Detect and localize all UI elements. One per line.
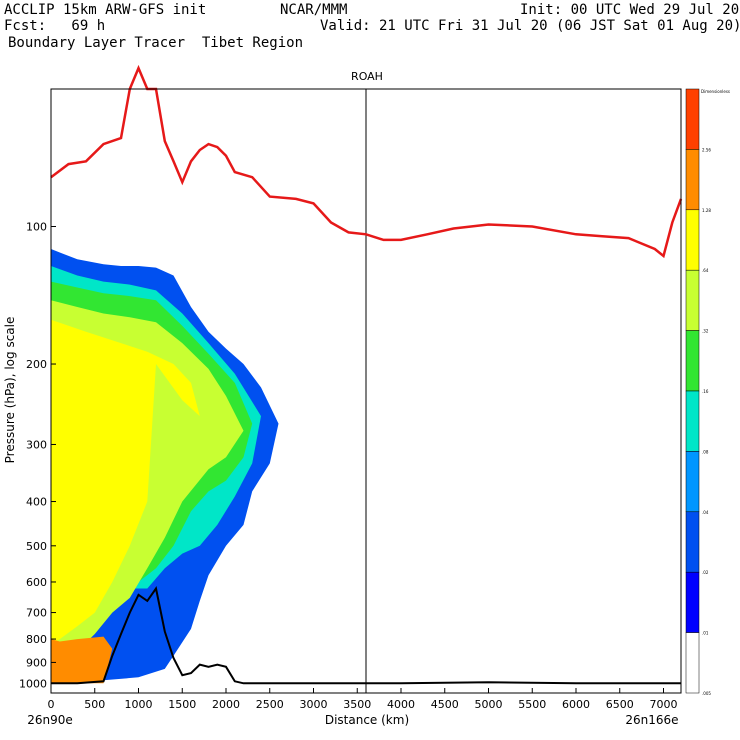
y-tick-label: 600 xyxy=(26,576,47,589)
colorbar-label: .64 xyxy=(702,268,709,273)
x-tick-label: 2500 xyxy=(256,698,284,711)
colorbar-swatch xyxy=(685,511,700,573)
y-tick-label: 400 xyxy=(26,496,47,509)
colorbar-swatch xyxy=(685,149,700,211)
x-tick-label: 5500 xyxy=(518,698,546,711)
profile-lines xyxy=(50,64,683,693)
colorbar-swatch xyxy=(685,451,700,513)
x-tick-label: 7000 xyxy=(650,698,678,711)
colorbar-swatch xyxy=(685,209,700,271)
colorbar-swatch xyxy=(685,88,700,150)
colorbar-swatch xyxy=(685,571,700,633)
x-tick-label: 4000 xyxy=(387,698,415,711)
valid-time: Valid: 21 UTC Fri 31 Jul 20 (06 JST Sat … xyxy=(320,18,740,34)
colorbar: 2.56 1.28 .64 .32 .16 .08 .04 .02 .01 .005 Dimensi… xyxy=(685,88,730,696)
colorbar-label: 1.28 xyxy=(702,208,711,213)
colorbar-units-label: Dimensionless xyxy=(701,89,730,94)
chart-title: ROAH xyxy=(351,70,383,83)
y-tick-label: 100 xyxy=(26,221,47,234)
x-tick-label: 0 xyxy=(48,698,55,711)
tracer-fields xyxy=(51,236,296,684)
y-tick-label: 800 xyxy=(26,633,47,646)
y-tick-label: 1000 xyxy=(19,677,47,690)
colorbar-label: .01 xyxy=(702,631,709,636)
terrain-line xyxy=(51,586,681,685)
colorbar-label: .005 xyxy=(702,691,711,696)
x-tick-label: 4500 xyxy=(431,698,459,711)
center-label: NCAR/MMM xyxy=(280,2,348,18)
y-tick-label: 200 xyxy=(26,358,47,371)
x-tick-label: 5000 xyxy=(475,698,503,711)
x-tick-label: 1500 xyxy=(168,698,196,711)
colorbar-label: 2.56 xyxy=(702,147,711,152)
colorbar-label: .02 xyxy=(702,570,709,575)
x-tick-label: 2000 xyxy=(212,698,240,711)
x-tick-label: 3500 xyxy=(343,698,371,711)
right-endpoint-label: 26n166e xyxy=(625,713,678,727)
y-axis: 100 200 300 400 500 600 700 800 900 1000 xyxy=(19,221,56,690)
colorbar-label: .08 xyxy=(702,449,709,454)
x-tick-label: 6000 xyxy=(562,698,590,711)
tropopause-line xyxy=(50,64,683,259)
y-tick-label: 300 xyxy=(26,438,47,451)
colorbar-label: .32 xyxy=(702,329,709,334)
x-axis-label: Distance (km) xyxy=(325,713,409,727)
init-time: Init: 00 UTC Wed 29 Jul 20 xyxy=(520,2,740,18)
tracer-contour-1p28 xyxy=(51,636,113,684)
y-tick-label: 500 xyxy=(26,540,47,553)
colorbar-swatch xyxy=(685,632,700,694)
colorbar-label: .04 xyxy=(702,510,709,515)
x-tick-label: 6500 xyxy=(606,698,634,711)
x-axis: 0 500 1000 1500 2000 2500 3000 3500 4000 4500 5000… xyxy=(48,688,678,711)
tracer-contour-p64 xyxy=(51,319,200,644)
x-tick-label: 3000 xyxy=(300,698,328,711)
y-axis-label: Pressure (hPa), log scale xyxy=(3,317,17,464)
colorbar-swatch xyxy=(685,269,700,331)
y-tick-label: 700 xyxy=(26,607,47,620)
x-tick-label: 1000 xyxy=(125,698,153,711)
forecast-hour: Fcst: 69 h xyxy=(4,18,106,34)
x-tick-label: 500 xyxy=(84,698,105,711)
y-tick-label: 900 xyxy=(26,656,47,669)
colorbar-swatch xyxy=(685,330,700,392)
colorbar-label: .16 xyxy=(702,389,709,394)
model-title: ACCLIP 15km ARW-GFS init xyxy=(4,2,207,18)
left-endpoint-label: 26n90e xyxy=(27,713,73,727)
colorbar-swatch xyxy=(685,390,700,452)
plot-frame xyxy=(50,88,682,694)
field-description: Boundary Layer Tracer Tibet Region xyxy=(8,35,304,51)
